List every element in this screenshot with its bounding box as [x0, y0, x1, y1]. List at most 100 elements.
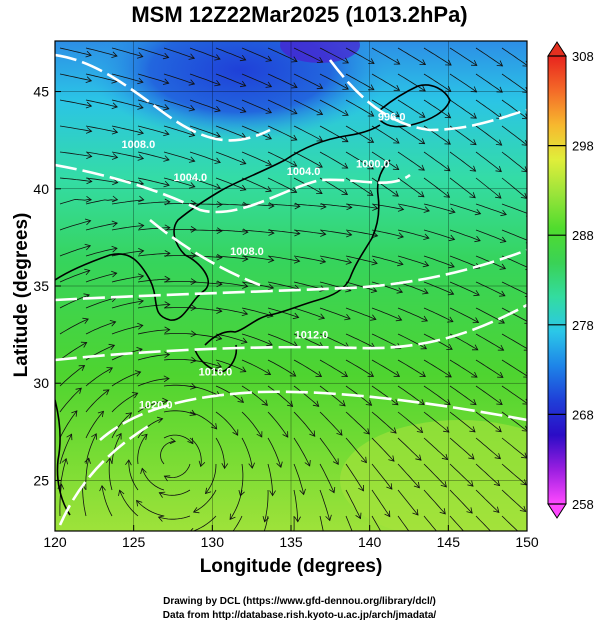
streamline-arrow: [445, 59, 452, 66]
streamline-arrow: [496, 86, 503, 93]
streamline: [101, 485, 113, 517]
streamline: [85, 389, 110, 413]
streamline: [371, 151, 399, 170]
streamline-arrow: [419, 85, 426, 92]
streamline-arrow: [85, 195, 92, 203]
streamline: [267, 385, 293, 407]
streamline: [111, 412, 132, 439]
streamline: [449, 307, 479, 323]
streamline: [423, 203, 456, 213]
streamline-arrow: [367, 163, 374, 170]
streamline-arrow: [520, 479, 527, 486]
streamline: [319, 151, 348, 169]
colorbar-tick-label: 268: [572, 407, 594, 422]
graticule: [55, 41, 527, 531]
streamline: [137, 434, 148, 465]
streamline: [85, 411, 104, 439]
streamline: [59, 294, 90, 309]
streamline: [319, 203, 352, 208]
streamline: [371, 489, 391, 517]
streamline-arrow: [216, 253, 223, 261]
streamline-arrow: [521, 425, 527, 432]
streamline: [319, 515, 324, 531]
colorbar-body: [548, 56, 566, 504]
streamline: [423, 411, 450, 433]
streamline: [475, 281, 506, 297]
streamline-arrow: [499, 236, 507, 243]
streamline-arrow: [444, 138, 451, 145]
streamline-arrow: [84, 268, 91, 276]
streamline-arrow: [188, 156, 196, 163]
streamline-arrow: [393, 111, 400, 118]
lon-tick-label: 145: [437, 534, 461, 550]
streamline-arrow: [91, 433, 97, 440]
streamline: [501, 359, 527, 377]
isobar-label: 1020.0: [139, 400, 173, 412]
streamline: [59, 125, 92, 132]
streamline-arrow: [346, 230, 353, 238]
streamline-arrow: [215, 362, 222, 369]
streamline-arrow: [291, 108, 298, 115]
streamline-arrow: [138, 248, 145, 255]
streamline-arrow: [86, 152, 93, 159]
streamline: [501, 73, 527, 93]
streamline: [423, 177, 450, 198]
streamline: [371, 125, 400, 144]
streamline-arrow: [500, 209, 507, 217]
streamline: [137, 304, 170, 309]
streamline: [190, 229, 223, 232]
streamline-arrow: [162, 78, 170, 85]
streamline-arrow: [493, 533, 499, 539]
streamline-arrow: [137, 154, 145, 161]
streamline: [241, 333, 273, 346]
streamline-arrow: [265, 159, 273, 166]
streamline: [319, 47, 349, 64]
streamline-arrow: [396, 287, 404, 294]
streamline: [267, 437, 282, 468]
streamline: [397, 73, 426, 92]
streamline: [423, 47, 452, 66]
isobar-label: 1008.0: [230, 246, 264, 258]
streamline-arrow: [370, 286, 378, 293]
streamline-arrow: [494, 453, 501, 460]
streamline: [449, 463, 474, 487]
streamline: [82, 484, 87, 517]
streamline: [137, 378, 170, 387]
streamline: [163, 73, 195, 85]
streamline-arrow: [440, 481, 447, 488]
streamline-arrow: [523, 344, 527, 351]
streamline: [59, 220, 91, 231]
streamline: [128, 460, 139, 491]
streamline-arrow: [393, 137, 400, 144]
streamline-arrow: [496, 399, 503, 405]
lon-tick-label: 130: [201, 534, 225, 550]
streamline: [215, 47, 246, 61]
streamline: [59, 198, 92, 205]
streamline-arrow: [99, 485, 106, 492]
streamline-arrow: [419, 59, 427, 66]
streamline-arrow: [164, 351, 171, 359]
streamline-arrow: [418, 399, 425, 406]
streamline: [59, 318, 89, 335]
streamline-arrow: [106, 367, 113, 374]
streamline-arrow: [239, 158, 247, 165]
streamline: [371, 437, 395, 462]
streamline: [241, 73, 272, 88]
streamline-arrow: [258, 541, 263, 547]
streamline: [267, 177, 297, 193]
streamline-arrow: [469, 426, 476, 433]
streamline: [241, 47, 272, 62]
streamline-arrow: [444, 399, 451, 406]
streamline-arrow: [466, 507, 473, 514]
streamline-arrow: [85, 101, 93, 109]
streamline: [85, 99, 118, 108]
streamline-arrow: [137, 273, 145, 280]
streamline-arrow: [109, 320, 117, 327]
longitude-axis: 120 125 130 135 140 145 150: [43, 525, 539, 550]
streamline-arrow: [214, 105, 221, 113]
streamline-arrow: [97, 410, 105, 418]
streamline-arrow: [470, 139, 477, 146]
streamline-arrow: [521, 166, 527, 173]
streamline-arrow: [472, 317, 480, 324]
colorbar-top-triangle: [547, 41, 567, 57]
